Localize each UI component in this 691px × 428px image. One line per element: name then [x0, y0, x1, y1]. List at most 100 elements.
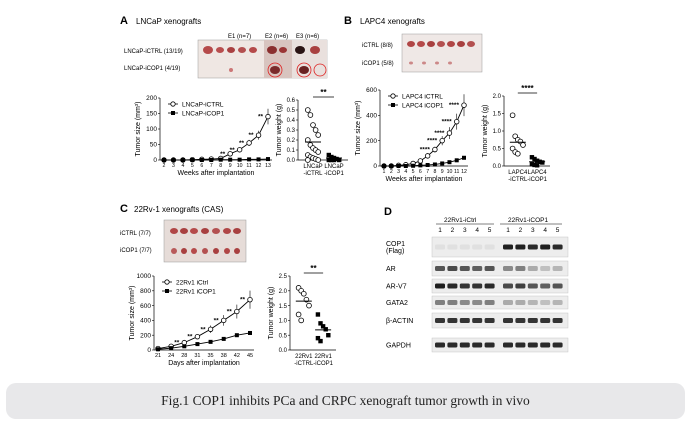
panel-c-letter: C — [120, 203, 128, 215]
significance-mark: ** — [220, 151, 226, 158]
weight-group-label: -iCOP1 — [324, 171, 344, 177]
blot-band — [515, 283, 526, 289]
significance-mark: ** — [187, 334, 193, 341]
data-point-ctrl — [227, 151, 233, 157]
weight-y-tick-label: 0.0 — [493, 164, 502, 170]
x-tick-label: 4 — [404, 169, 407, 175]
weight-y-tick-label: 1.5 — [493, 112, 502, 118]
weight-point-ctrl — [298, 317, 305, 324]
blot-band — [527, 244, 538, 250]
weight-group-label: LNCaP — [303, 164, 322, 170]
weight-point-cop1 — [329, 154, 334, 160]
data-point-ctrl — [181, 339, 187, 346]
blot-strip — [431, 278, 569, 294]
weight-y-tick-label: 1.0 — [279, 319, 288, 325]
panel-b-row-label-ctrl: iCTRL (8/8) — [362, 43, 393, 49]
data-point-ctrl — [461, 102, 467, 108]
panel-b-row-label-cop1: iCOP1 (5/8) — [362, 61, 394, 67]
blot-band — [484, 283, 495, 289]
legend-label: LAPC4 iCOP1 — [402, 102, 444, 109]
blot-band — [540, 244, 551, 250]
data-point-cop1 — [256, 157, 261, 162]
weight-point-cop1 — [318, 321, 323, 326]
data-point-cop1 — [190, 158, 195, 162]
blot-band — [503, 318, 513, 323]
y-tick-label: 200 — [146, 95, 157, 102]
weight-sig-mark: ** — [310, 264, 317, 273]
blot-band — [515, 300, 526, 305]
x-tick-label: 13 — [265, 163, 271, 169]
weight-point-cop1 — [334, 156, 339, 162]
significance-mark: **** — [420, 147, 431, 154]
weight-group-label: -iCTRL — [304, 171, 324, 177]
x-tick-label: 35 — [208, 353, 214, 359]
blot-band — [552, 300, 563, 305]
data-point-cop1 — [208, 339, 213, 344]
panel-a-title: LNCaP xenografts — [136, 17, 201, 26]
blot-band — [472, 283, 483, 289]
data-point-ctrl — [446, 130, 453, 136]
significance-mark: **** — [449, 102, 460, 109]
weight-point-ctrl — [509, 112, 516, 119]
weight-point-ctrl — [315, 157, 322, 163]
x-tick-label: 6 — [200, 163, 203, 169]
panel-b-letter: B — [344, 15, 352, 27]
lane-number: 2 — [451, 227, 455, 234]
significance-mark: ** — [248, 132, 254, 139]
blot-band — [447, 318, 458, 323]
x-tick-label: 2 — [390, 169, 393, 175]
blot-band — [435, 318, 445, 323]
weight-point-ctrl — [315, 149, 322, 155]
weight-point-cop1 — [329, 157, 334, 163]
weight-group-label: -iCOP1 — [527, 177, 547, 183]
legend-marker-ctrl — [170, 101, 176, 107]
x-tick-label: 24 — [168, 353, 174, 359]
significance-mark: **** — [427, 138, 438, 145]
weight-point-cop1 — [532, 156, 537, 162]
blot-band — [472, 318, 483, 323]
weight-point-ctrl — [315, 132, 322, 138]
lane-number: 5 — [488, 227, 492, 234]
data-point-ctrl — [255, 132, 262, 138]
x-tick-label: 38 — [221, 353, 227, 359]
data-point-cop1 — [234, 333, 239, 338]
data-point-ctrl — [439, 137, 445, 144]
blot-band — [540, 318, 551, 323]
weight-point-cop1 — [534, 163, 540, 168]
panel-a-row-label-cop1: LNCaP-iCOP1 (4/19) — [124, 66, 180, 72]
data-point-ctrl — [236, 147, 243, 153]
x-tick-label: 11 — [454, 169, 459, 175]
x-tick-label: 8 — [433, 169, 436, 175]
weight-group-label: LAPC4 — [508, 170, 528, 176]
x-tick-label: 11 — [246, 163, 251, 169]
panel-a-group-e1: E1 (n=7) — [228, 34, 251, 40]
x-tick-label: 2 — [163, 163, 166, 169]
x-tick-label: 45 — [247, 353, 253, 359]
panel-d-letter: D — [384, 206, 392, 218]
significance-mark: ** — [214, 317, 220, 324]
blot-band — [435, 244, 445, 250]
weight-y-tick-label: 0.4 — [287, 118, 296, 124]
data-point-cop1 — [418, 163, 423, 168]
panel-c-weight-chart: 0.0 0.5 1.0 1.5 2.0 2.5 Tumor weight (g) 22Rv1-… — [268, 264, 336, 367]
x-tick-label: 3 — [172, 163, 175, 169]
significance-mark: ** — [174, 340, 180, 347]
lane-number: 3 — [531, 227, 535, 234]
blot-band — [447, 300, 458, 305]
weight-point-cop1 — [331, 157, 337, 163]
data-point-ctrl — [247, 296, 253, 303]
x-tick-label: 28 — [181, 353, 187, 359]
panel-b-title: LAPC4 xenografts — [360, 17, 425, 26]
weight-point-ctrl — [301, 290, 307, 297]
y-tick-label: 0 — [153, 157, 157, 164]
blot-band — [503, 283, 513, 289]
weight-point-ctrl — [312, 127, 319, 133]
blot-band — [515, 342, 526, 348]
lane-number: 5 — [556, 227, 560, 234]
data-point-ctrl — [454, 118, 460, 125]
panel-c: C 22Rv-1 xenografts (CAS) iCTRL (7/7) iC… — [120, 203, 336, 367]
data-point-ctrl — [424, 153, 431, 159]
significance-mark: ** — [227, 309, 233, 316]
data-point-cop1 — [218, 157, 223, 162]
blot-band — [503, 244, 513, 250]
